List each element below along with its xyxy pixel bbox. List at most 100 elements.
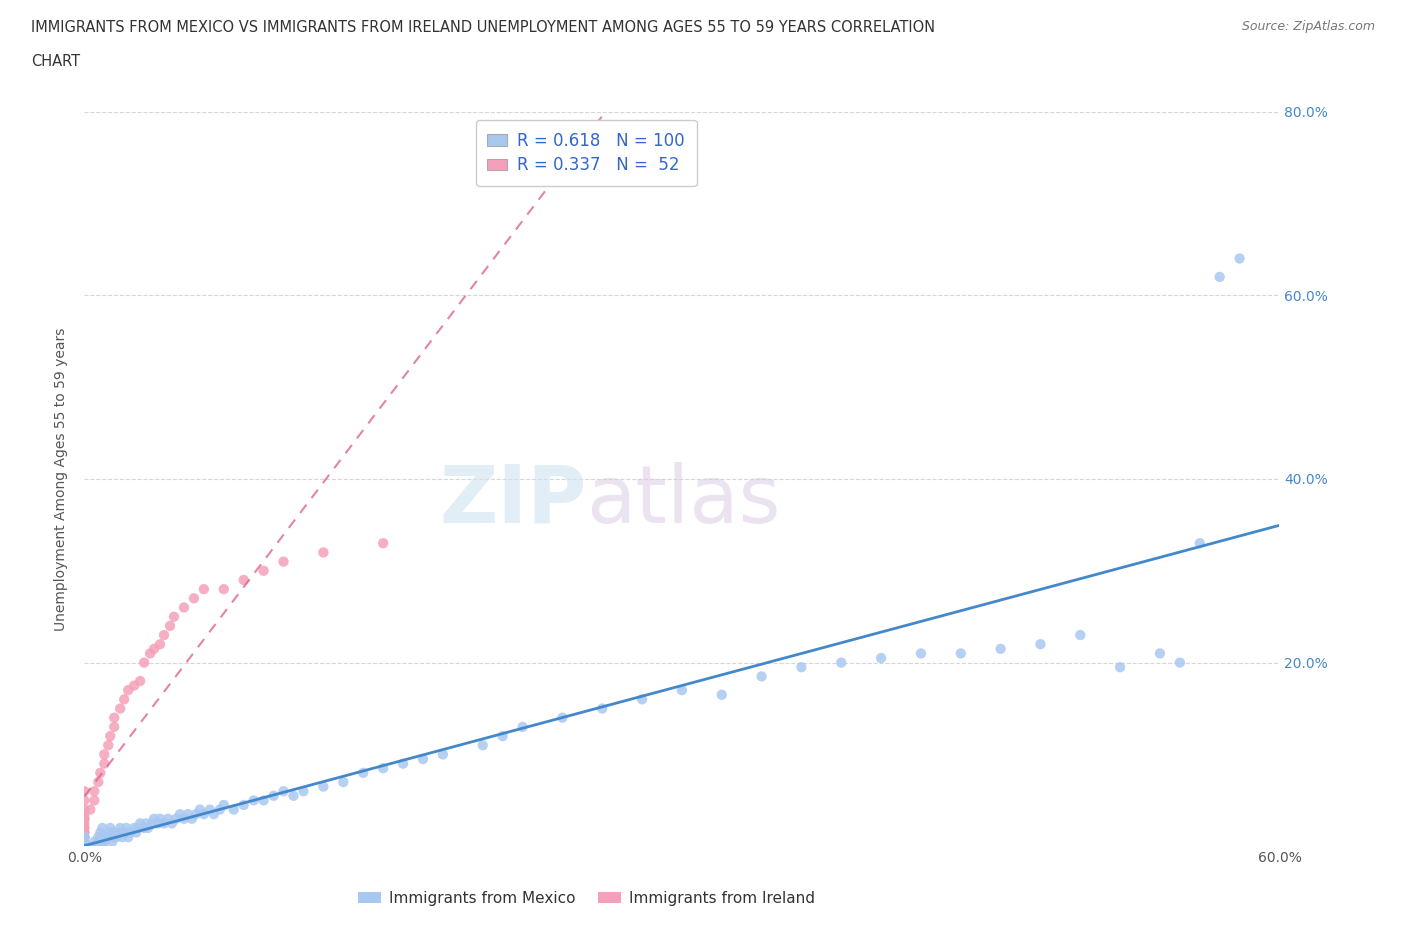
Point: [1229, 251, 1251, 266]
Point: [93, 747, 115, 762]
Point: [73, 839, 96, 854]
Point: [412, 751, 434, 766]
Point: [263, 789, 285, 804]
Point: [87, 775, 110, 790]
Point: [103, 830, 125, 844]
Point: [352, 765, 374, 780]
Y-axis label: Unemployment Among Ages 55 to 59 years: Unemployment Among Ages 55 to 59 years: [55, 327, 69, 631]
Point: [101, 834, 124, 849]
Point: [89, 830, 111, 844]
Point: [132, 820, 156, 835]
Point: [73, 830, 96, 844]
Point: [631, 692, 654, 707]
Text: CHART: CHART: [31, 54, 80, 69]
Point: [73, 839, 96, 854]
Point: [146, 816, 169, 830]
Point: [870, 651, 893, 666]
Point: [671, 683, 693, 698]
Point: [93, 834, 115, 849]
Point: [73, 784, 96, 799]
Point: [149, 811, 172, 826]
Point: [253, 793, 276, 808]
Point: [112, 825, 135, 840]
Point: [232, 573, 254, 588]
Point: [83, 839, 105, 854]
Point: [73, 839, 96, 854]
Point: [492, 729, 515, 744]
Point: [93, 756, 115, 771]
Text: IMMIGRANTS FROM MEXICO VS IMMIGRANTS FROM IRELAND UNEMPLOYMENT AMONG AGES 55 TO : IMMIGRANTS FROM MEXICO VS IMMIGRANTS FRO…: [31, 20, 935, 35]
Point: [93, 830, 115, 844]
Point: [193, 806, 215, 821]
Point: [136, 820, 159, 835]
Point: [173, 811, 195, 826]
Point: [112, 692, 135, 707]
Point: [73, 839, 96, 854]
Point: [180, 811, 204, 826]
Point: [105, 830, 128, 844]
Point: [177, 806, 200, 821]
Point: [143, 642, 166, 657]
Point: [232, 798, 254, 813]
Point: [371, 536, 394, 551]
Point: [198, 802, 221, 817]
Point: [73, 839, 96, 854]
Point: [160, 816, 183, 830]
Point: [202, 806, 225, 821]
Point: [87, 834, 110, 849]
Point: [73, 825, 96, 840]
Point: [117, 830, 139, 844]
Point: [153, 628, 176, 643]
Point: [1029, 637, 1052, 652]
Point: [73, 839, 96, 854]
Point: [273, 554, 295, 569]
Point: [551, 711, 574, 725]
Point: [949, 646, 972, 661]
Point: [83, 784, 105, 799]
Point: [83, 793, 105, 808]
Point: [139, 646, 162, 661]
Point: [169, 806, 191, 821]
Point: [91, 839, 114, 854]
Point: [122, 678, 145, 693]
Point: [253, 564, 276, 578]
Point: [73, 793, 96, 808]
Point: [173, 600, 195, 615]
Point: [73, 825, 96, 840]
Text: ZIP: ZIP: [439, 462, 586, 540]
Point: [990, 642, 1012, 657]
Text: atlas: atlas: [586, 462, 780, 540]
Point: [1168, 656, 1191, 671]
Point: [89, 765, 111, 780]
Point: [242, 793, 264, 808]
Point: [125, 825, 148, 840]
Point: [471, 737, 494, 752]
Point: [790, 659, 813, 674]
Point: [1109, 659, 1132, 674]
Point: [93, 834, 115, 849]
Point: [1208, 270, 1232, 285]
Point: [87, 830, 110, 844]
Point: [117, 683, 139, 698]
Point: [73, 834, 96, 849]
Point: [710, 687, 733, 702]
Point: [163, 609, 186, 624]
Point: [73, 806, 96, 821]
Point: [135, 816, 157, 830]
Point: [73, 811, 96, 826]
Point: [122, 820, 145, 835]
Point: [73, 830, 96, 844]
Point: [103, 711, 125, 725]
Point: [73, 839, 96, 854]
Point: [432, 747, 454, 762]
Point: [312, 545, 335, 560]
Point: [591, 701, 613, 716]
Point: [153, 816, 176, 830]
Point: [149, 637, 172, 652]
Point: [1069, 628, 1091, 643]
Point: [159, 618, 181, 633]
Point: [73, 830, 96, 844]
Point: [83, 834, 105, 849]
Point: [129, 816, 152, 830]
Point: [73, 839, 96, 854]
